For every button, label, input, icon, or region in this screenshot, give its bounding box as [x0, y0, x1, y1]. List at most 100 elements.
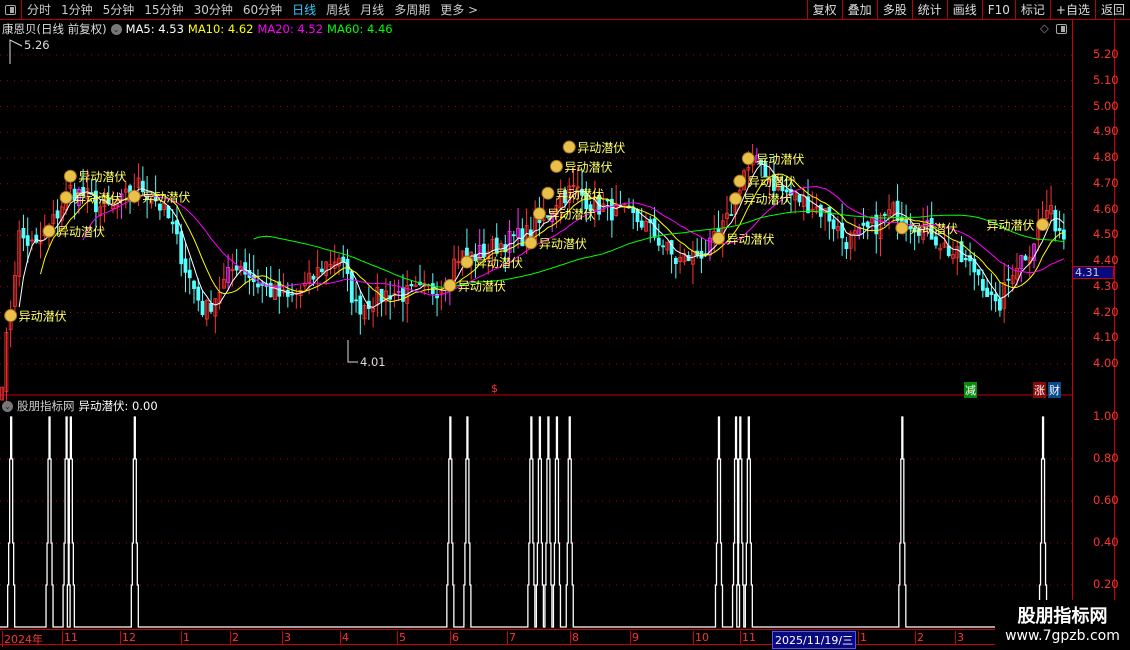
price-tick: 5.20	[1093, 47, 1119, 61]
indicator-tick: 0.80	[1093, 451, 1119, 465]
panel-toggle-button[interactable]	[0, 0, 22, 20]
period-tab[interactable]: 多周期	[394, 2, 431, 17]
money-bag-icon	[895, 221, 909, 235]
indicator-name: 股朋指标网	[17, 399, 75, 413]
candle-body	[136, 177, 141, 188]
candle-body	[230, 268, 235, 272]
candle-body	[354, 299, 358, 302]
money-bag-icon	[460, 255, 474, 269]
date-axis: 2024年 11 12 1 2 3 4 5 6 7 8 9 10 11 2025/11/19/三 1 2 3	[0, 629, 1072, 649]
indicator-line	[0, 416, 1066, 628]
candle-body	[989, 291, 994, 295]
candle-body	[951, 254, 955, 259]
candle-body	[806, 196, 810, 214]
candle-body	[516, 228, 520, 238]
candle-body	[13, 274, 17, 307]
candle-body	[396, 290, 401, 293]
candle-body	[307, 272, 312, 283]
toolbar-button[interactable]: 标记	[1014, 0, 1050, 20]
candle-body	[153, 194, 158, 202]
candle-body	[895, 200, 900, 222]
date-label: 2	[230, 631, 239, 644]
date-label: 1	[181, 631, 190, 644]
candle-body	[908, 225, 913, 230]
period-tab[interactable]: 60分钟	[242, 2, 283, 17]
price-tick: 4.20	[1093, 304, 1119, 319]
date-label: 11	[62, 631, 78, 644]
candle-body	[204, 299, 209, 320]
candle-body	[942, 242, 947, 248]
kline-chart[interactable]: 异动潜伏异动潜伏异动潜伏异动潜伏异动潜伏异动潜伏异动潜伏异动潜伏异动潜伏异动潜伏…	[0, 0, 1072, 629]
toolbar: 分时 1分钟 5分钟 15分钟 30分钟 60分钟 日线 周线 月线 多周期 更多 > 复权 叠加 多股…	[0, 0, 1130, 20]
toolbar-button[interactable]: 画线	[946, 0, 982, 20]
candle-body	[0, 386, 5, 401]
toolbar-button[interactable]: F10	[981, 0, 1015, 20]
signal-label: 异动潜伏	[756, 153, 804, 167]
candle-body	[4, 331, 9, 392]
money-bag-icon	[42, 224, 56, 238]
toolbar-button[interactable]: +自选	[1049, 0, 1095, 20]
dollar-marker[interactable]: $	[491, 382, 498, 395]
panel-icon	[5, 4, 16, 15]
candle-body	[652, 218, 657, 238]
period-tab[interactable]: 分时	[27, 2, 52, 17]
candle-body	[51, 214, 56, 225]
period-tab[interactable]: 1分钟	[61, 2, 93, 17]
period-tab[interactable]: 日线	[292, 2, 317, 17]
candle-body	[200, 300, 205, 316]
candle-body	[754, 155, 759, 163]
date-label: 9	[630, 631, 639, 644]
period-tab[interactable]: 周线	[326, 2, 351, 17]
signal-label: 异动潜伏	[475, 256, 523, 270]
limit-up-marker[interactable]: 涨	[1033, 382, 1046, 398]
signal-label: 异动潜伏	[987, 219, 1035, 233]
candle-body	[409, 284, 414, 287]
toolbar-button[interactable]: 返回	[1094, 0, 1130, 20]
candle-body	[998, 298, 1002, 311]
period-tab[interactable]: 30分钟	[193, 2, 233, 17]
candle-body	[123, 188, 128, 193]
candle-body	[784, 189, 789, 193]
candle-body	[644, 220, 648, 232]
toolbar-button[interactable]: 多股	[876, 0, 912, 20]
toolbar-button[interactable]: 复权	[806, 0, 842, 20]
candle-body	[273, 284, 277, 300]
period-tab[interactable]: 月线	[360, 2, 385, 17]
finance-marker[interactable]: 财	[1048, 382, 1061, 398]
candle-body	[814, 206, 819, 213]
date-label: 6	[450, 631, 459, 644]
watermark-url: www.7gpzb.com	[1005, 628, 1120, 644]
toolbar-buttons: 复权 叠加 多股 统计 画线 F10 标记 +自选 返回	[806, 0, 1130, 20]
price-tick: 4.90	[1093, 124, 1119, 139]
toolbar-button[interactable]: 统计	[911, 0, 947, 20]
period-tab[interactable]: 更多 >	[440, 2, 479, 17]
candle-body	[111, 203, 115, 210]
reduce-marker[interactable]: 减	[964, 382, 977, 398]
money-bag-icon	[711, 231, 725, 245]
date-label: 5	[397, 631, 406, 644]
candle-body	[993, 293, 998, 302]
candle-body	[878, 215, 883, 240]
candle-body	[187, 269, 192, 279]
dropdown-icon[interactable]: ⌄	[110, 23, 122, 35]
period-tabs: 分时 1分钟 5分钟 15分钟 30分钟 60分钟 日线 周线 月线 多周期 更多 >	[22, 0, 483, 20]
candle-body	[1032, 243, 1036, 261]
candle-body	[162, 203, 167, 210]
candle-body	[337, 257, 341, 267]
money-bag-icon	[127, 189, 141, 203]
toolbar-button[interactable]: 叠加	[841, 0, 877, 20]
signal-label: 异动潜伏	[748, 175, 796, 189]
money-bag-icon	[4, 309, 18, 323]
candle-body	[767, 177, 772, 183]
dropdown-icon[interactable]: ⌄	[2, 400, 13, 412]
candle-body	[639, 220, 644, 228]
date-label: 3	[955, 631, 964, 644]
period-tab[interactable]: 5分钟	[102, 2, 135, 17]
chart-header: 康恩贝(日线 前复权) ⌄ MA5: 4.53 MA10: 4.62 MA20:…	[2, 21, 393, 37]
period-tab[interactable]: 15分钟	[144, 2, 184, 17]
diamond-icon[interactable]: ◇	[1040, 21, 1049, 35]
panel-icon[interactable]	[1056, 24, 1067, 34]
candle-body	[840, 222, 845, 239]
candle-body	[140, 180, 145, 193]
candle-body	[371, 307, 375, 312]
